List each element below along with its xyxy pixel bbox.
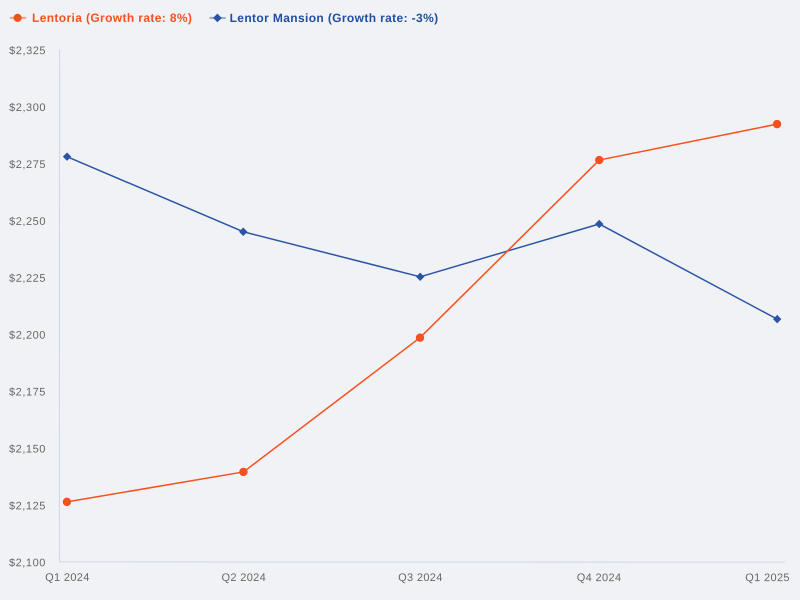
svg-text:$2,250: $2,250 — [9, 216, 46, 228]
svg-text:$2,275: $2,275 — [9, 159, 46, 171]
svg-text:Lentor Mansion (Growth rate: -: Lentor Mansion (Growth rate: -3%) — [230, 11, 439, 25]
svg-text:$2,100: $2,100 — [9, 557, 46, 569]
svg-text:$2,175: $2,175 — [9, 387, 46, 399]
svg-text:Q2 2024: Q2 2024 — [221, 572, 266, 584]
svg-text:Q1 2025: Q1 2025 — [745, 572, 790, 584]
svg-text:Lentoria (Growth rate: 8%): Lentoria (Growth rate: 8%) — [32, 11, 192, 25]
svg-text:$2,300: $2,300 — [9, 102, 46, 114]
svg-text:$2,125: $2,125 — [9, 500, 46, 512]
svg-text:$2,225: $2,225 — [9, 273, 46, 285]
svg-text:$2,200: $2,200 — [9, 330, 46, 342]
svg-text:Q4 2024: Q4 2024 — [577, 572, 622, 584]
svg-text:Q1 2024: Q1 2024 — [45, 572, 90, 584]
svg-text:Q3 2024: Q3 2024 — [398, 572, 443, 584]
svg-text:$2,325: $2,325 — [9, 45, 46, 57]
svg-text:$2,150: $2,150 — [9, 443, 46, 455]
